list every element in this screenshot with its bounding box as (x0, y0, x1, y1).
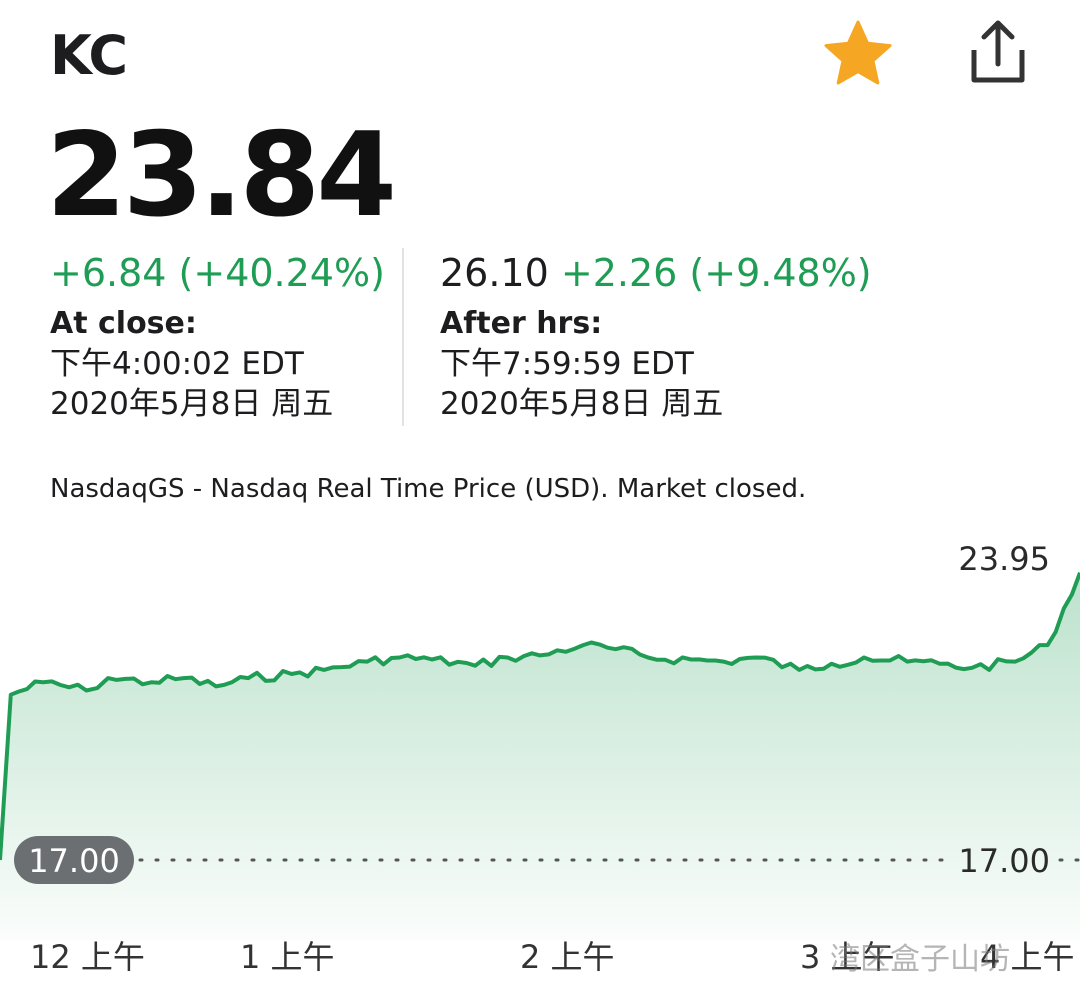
ticker-symbol: KC (50, 24, 128, 87)
after-hours-date: 2020年5月8日 周五 (440, 386, 724, 422)
price-chart[interactable]: 17.00 17.00 23.95 12 上午 1 上午 2 上午 3 上午 4 上午 (0, 520, 1080, 1000)
close-time: 下午4:00:02 EDT (50, 346, 304, 382)
after-hours-label: After hrs: (440, 306, 603, 341)
reference-pill (14, 836, 134, 884)
exchange-note: NasdaqGS - Nasdaq Real Time Price (USD).… (50, 474, 807, 504)
reference-right-label: 17.00 (958, 842, 1050, 880)
reference-left-label: 17.00 (28, 842, 120, 880)
max-value-label: 23.95 (958, 540, 1050, 578)
watermark-text: 湾区盒子山坊 (830, 942, 1010, 977)
close-change: +6.84 (+40.24%) (50, 251, 385, 295)
after-hours-info: 26.10 +2.26 (+9.48%) After hrs: 下午7:59:5… (440, 248, 872, 424)
after-hours-change: +2.26 (+9.48%) (560, 251, 872, 295)
x-tick-label: 4 上午 (980, 938, 1075, 976)
favorite-button[interactable] (822, 18, 894, 90)
series-line (0, 572, 1080, 861)
after-hours-price: 26.10 (440, 251, 549, 295)
close-date: 2020年5月8日 周五 (50, 386, 334, 422)
close-info: +6.84 (+40.24%) At close: 下午4:00:02 EDT … (50, 248, 385, 424)
x-tick-label: 3 上午 (800, 938, 895, 976)
x-tick-label: 1 上午 (240, 938, 335, 976)
series-area (0, 572, 1080, 940)
star-icon (824, 20, 892, 85)
current-price: 23.84 (46, 108, 397, 243)
x-tick-label: 2 上午 (520, 938, 615, 976)
close-label: At close: (50, 306, 197, 341)
x-tick-label: 12 上午 (30, 938, 145, 976)
share-button[interactable] (960, 16, 1036, 92)
share-icon (971, 20, 1025, 83)
column-divider (402, 248, 404, 426)
after-hours-time: 下午7:59:59 EDT (440, 346, 694, 382)
